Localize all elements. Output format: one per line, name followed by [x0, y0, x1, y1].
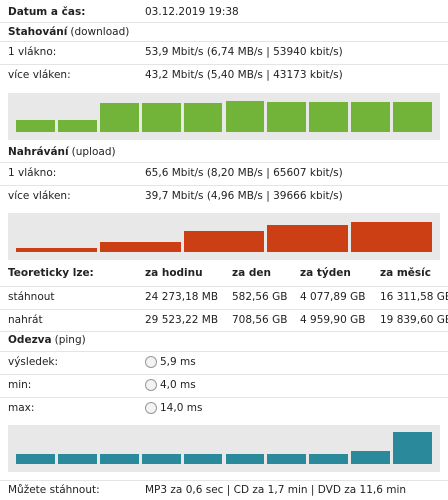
table-header: za den — [232, 267, 271, 279]
section-title: Nahrávání — [8, 146, 69, 158]
table-cell: 582,56 GB — [232, 291, 288, 303]
graph — [8, 213, 440, 260]
label: 1 vlákno: — [8, 46, 57, 58]
bar — [225, 454, 265, 464]
bar — [99, 102, 139, 132]
separator — [0, 331, 448, 332]
bar — [183, 230, 265, 252]
bar — [393, 101, 432, 132]
label: min: — [8, 379, 32, 391]
bar — [183, 454, 223, 464]
table-header: za týden — [300, 267, 351, 279]
separator — [0, 162, 448, 163]
table-cell: nahrát — [8, 314, 43, 326]
ping-icon — [145, 402, 157, 414]
label: 1 vlákno: — [8, 167, 57, 179]
separator — [0, 374, 448, 375]
value: 53,9 Mbit/s (6,74 MB/s | 53940 kbit/s) — [145, 46, 343, 58]
value: 65,6 Mbit/s (8,20 MB/s | 65607 kbit/s) — [145, 167, 343, 179]
bar — [225, 100, 265, 132]
bar — [57, 454, 97, 464]
bar — [309, 102, 349, 132]
label: Můžete stáhnout: — [8, 484, 100, 496]
section-subtitle: (upload) — [71, 146, 116, 158]
separator — [0, 351, 448, 352]
table-cell: 708,56 GB — [232, 314, 288, 326]
bar — [16, 454, 55, 464]
ping-icon — [145, 356, 157, 368]
bar — [393, 432, 432, 464]
value: 14,0 ms — [160, 402, 203, 414]
bar — [99, 454, 139, 464]
bar — [99, 242, 181, 252]
separator — [0, 64, 448, 65]
table-header: za měsíc — [380, 267, 431, 279]
bar — [183, 102, 223, 132]
value: 39,7 Mbit/s (4,96 MB/s | 39666 kbit/s) — [145, 190, 343, 202]
separator — [0, 397, 448, 398]
graph — [8, 425, 440, 472]
label: Datum a čas: — [8, 6, 86, 18]
table-cell: 16 311,58 GB — [380, 291, 448, 303]
bar — [351, 450, 391, 464]
section-title: Odezva — [8, 334, 52, 346]
bar — [57, 120, 97, 132]
table-cell: stáhnout — [8, 291, 55, 303]
bar — [309, 454, 349, 464]
table-header: Teoreticky lze: — [8, 267, 94, 279]
separator — [0, 480, 448, 481]
table-cell: 24 273,18 MB — [145, 291, 219, 303]
table-cell: 19 839,60 GB — [380, 314, 448, 326]
separator — [0, 286, 448, 287]
separator — [0, 22, 448, 23]
value: 4,0 ms — [160, 379, 196, 391]
bar — [351, 222, 432, 252]
label: více vláken: — [8, 190, 71, 202]
label: výsledek: — [8, 356, 59, 368]
table-cell: 4 959,90 GB — [300, 314, 366, 326]
bar — [267, 101, 307, 132]
bar — [16, 120, 55, 132]
value: 03.12.2019 19:38 — [145, 6, 239, 18]
table-cell: 4 077,89 GB — [300, 291, 366, 303]
bar — [141, 102, 181, 132]
section-subtitle: (ping) — [54, 334, 86, 346]
graph — [8, 93, 440, 140]
table-header: za hodinu — [145, 267, 203, 279]
bar — [16, 248, 97, 252]
ping-icon — [145, 379, 157, 391]
separator — [0, 41, 448, 42]
separator — [0, 185, 448, 186]
separator — [0, 309, 448, 310]
value: 5,9 ms — [160, 356, 196, 368]
bar — [267, 454, 307, 464]
label: více vláken: — [8, 69, 71, 81]
bar — [267, 225, 349, 252]
bar — [141, 454, 181, 464]
table-cell: 29 523,22 MB — [145, 314, 219, 326]
value: 43,2 Mbit/s (5,40 MB/s | 43173 kbit/s) — [145, 69, 343, 81]
value: MP3 za 0,6 sec | CD za 1,7 min | DVD za … — [145, 484, 407, 496]
section-subtitle: (download) — [70, 26, 130, 38]
label: max: — [8, 402, 35, 414]
bar — [351, 102, 391, 132]
section-title: Stahování — [8, 26, 68, 38]
